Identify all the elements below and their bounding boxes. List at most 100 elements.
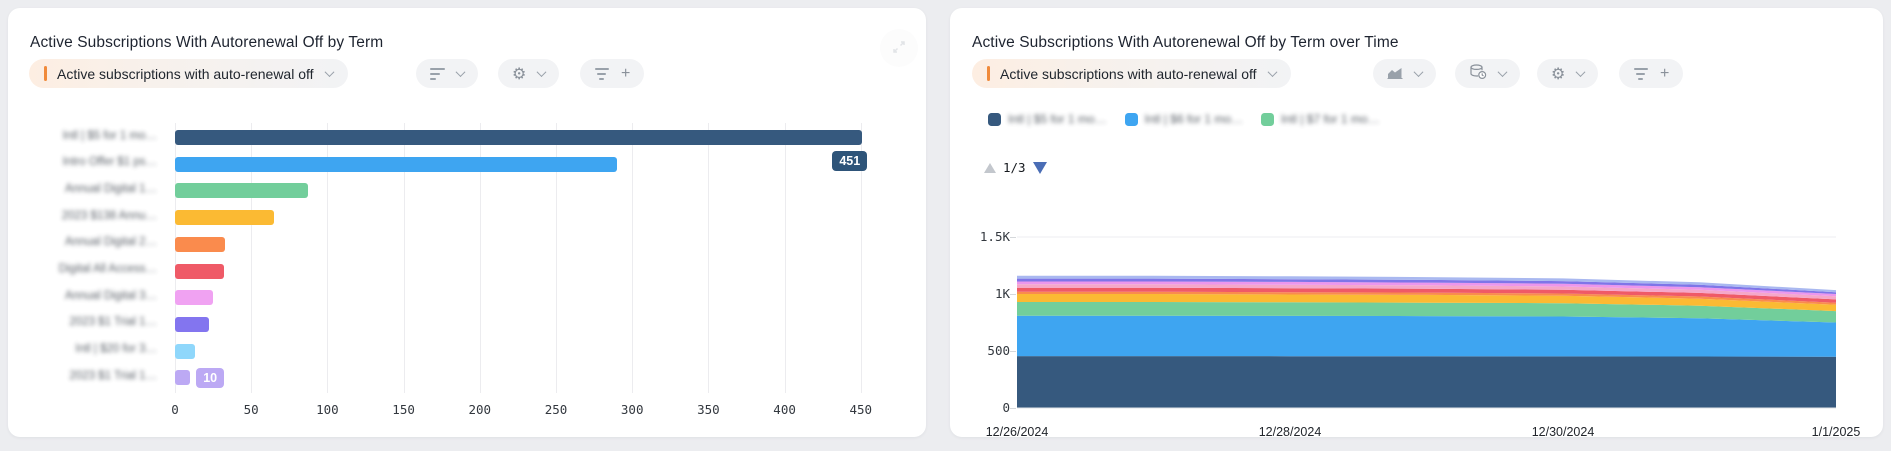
gridline bbox=[708, 123, 710, 393]
y-axis-tick bbox=[1010, 237, 1016, 238]
gridline bbox=[556, 123, 557, 393]
bar-category-label: 2023 $1 Trial 1… bbox=[69, 316, 157, 329]
panel-title: Active Subscriptions With Autorenewal Of… bbox=[972, 34, 1399, 51]
bar[interactable] bbox=[175, 183, 308, 199]
area-series[interactable] bbox=[1017, 315, 1836, 357]
x-axis-tick-label: 150 bbox=[392, 402, 415, 417]
bar[interactable] bbox=[175, 263, 224, 279]
gear-icon: ⚙ bbox=[1551, 63, 1566, 83]
sort-pill[interactable] bbox=[416, 59, 478, 88]
x-axis-tick-label: 50 bbox=[243, 402, 259, 417]
legend-item[interactable]: Intl | $5 for 1 mo… bbox=[988, 112, 1107, 126]
area-series[interactable] bbox=[1017, 356, 1836, 408]
area-chart: 0 500 1K 1.5K 12/26/2024 12/28/2024 12/30/2024… bbox=[950, 8, 1883, 439]
x-axis-tick-label: 250 bbox=[544, 402, 568, 417]
add-filter-plus: + bbox=[1660, 64, 1670, 82]
expand-button[interactable] bbox=[880, 29, 918, 67]
sort-lines-icon bbox=[430, 67, 445, 80]
bar-category-label: Intl | $20 for 3… bbox=[75, 343, 157, 356]
area-series[interactable] bbox=[1017, 302, 1836, 323]
bar[interactable] bbox=[175, 290, 214, 306]
area-series[interactable] bbox=[1017, 287, 1836, 303]
bar-category-label: Digital All Access… bbox=[58, 263, 157, 275]
filter-pill[interactable]: + bbox=[1619, 59, 1684, 88]
bar-chart: 0 50 100 150 200 250 300 350 400 450 Intl | $5 for… bbox=[8, 8, 926, 437]
gear-icon: ⚙ bbox=[512, 63, 527, 83]
bar[interactable] bbox=[175, 370, 191, 386]
legend-item[interactable]: Intl | $7 for 1 mo… bbox=[1261, 112, 1380, 126]
bar-category-label: Intro Offer $1 ps… bbox=[62, 156, 157, 169]
bar-category-label: Intl | $5 for 1 mo… bbox=[62, 129, 157, 142]
metric-accent-bar bbox=[44, 66, 47, 81]
legend-label: Intl | $7 for 1 mo… bbox=[1281, 112, 1380, 126]
chart-type-pill[interactable] bbox=[1373, 59, 1436, 88]
legend-swatch bbox=[988, 112, 1001, 126]
chart-legend: Intl | $5 for 1 mo… Intl | $6 for 1 mo… In… bbox=[988, 112, 1380, 126]
metric-filter-pill[interactable]: Active subscriptions with auto-renewal o… bbox=[972, 59, 1291, 88]
metric-filter-pill[interactable]: Active subscriptions with auto-renewal o… bbox=[29, 59, 348, 88]
settings-pill[interactable]: ⚙ bbox=[1537, 59, 1599, 88]
expand-arrows-icon bbox=[891, 39, 907, 58]
gridline bbox=[251, 123, 253, 393]
gridline bbox=[479, 123, 481, 393]
x-axis-tick-label: 0 bbox=[171, 402, 179, 417]
metric-pill-label: Active subscriptions with auto-renewal o… bbox=[57, 65, 314, 82]
bar[interactable] bbox=[175, 130, 863, 145]
y-axis-tick bbox=[1010, 408, 1016, 409]
bar-category-label: 2023 $1 Trial 1… bbox=[69, 369, 157, 382]
right-chart-panel: Active Subscriptions With Autorenewal Of… bbox=[950, 8, 1883, 439]
area-series[interactable] bbox=[1017, 284, 1836, 300]
y-axis-tick-label: 1K bbox=[994, 286, 1010, 301]
settings-pill[interactable]: ⚙ bbox=[498, 59, 560, 88]
panel-title: Active Subscriptions With Autorenewal Of… bbox=[30, 34, 384, 51]
bar[interactable] bbox=[175, 316, 209, 332]
legend-swatch bbox=[1261, 112, 1274, 126]
metric-pill-label: Active subscriptions with auto-renewal o… bbox=[1000, 65, 1257, 82]
x-axis-tick-label: 1/1/2025 bbox=[1811, 425, 1861, 439]
database-clock-icon bbox=[1469, 64, 1487, 83]
y-axis-tick bbox=[1010, 294, 1016, 295]
stacked-area-plot bbox=[1017, 236, 1836, 409]
metric-accent-bar bbox=[987, 66, 990, 81]
area-series[interactable] bbox=[1017, 278, 1836, 294]
filter-lines-icon bbox=[1633, 67, 1648, 80]
y-axis-tick-label: 1.5K bbox=[979, 229, 1010, 244]
legend-swatch bbox=[1124, 112, 1138, 126]
legend-pager: 1/3 bbox=[984, 160, 1047, 175]
x-axis-tick-label: 12/26/2024 bbox=[985, 425, 1049, 439]
gridline bbox=[632, 123, 634, 393]
y-axis-tick-label: 0 bbox=[1002, 400, 1010, 415]
area-series[interactable] bbox=[1017, 291, 1836, 305]
bar[interactable] bbox=[175, 210, 275, 226]
gridline bbox=[175, 123, 176, 393]
bar[interactable] bbox=[175, 343, 195, 359]
bar-value-badge: 451 bbox=[832, 150, 868, 171]
area-series[interactable] bbox=[1017, 281, 1836, 297]
legend-label: Intl | $5 for 1 mo… bbox=[1008, 112, 1107, 126]
filter-pill[interactable]: + bbox=[580, 59, 645, 88]
page-up-triangle-icon[interactable] bbox=[984, 162, 996, 173]
bar[interactable] bbox=[175, 156, 617, 172]
bar-category-label: Annual Digital 3… bbox=[64, 289, 157, 302]
x-axis-tick-label: 12/28/2024 bbox=[1258, 425, 1322, 439]
data-source-pill[interactable] bbox=[1455, 59, 1520, 88]
x-axis-tick-label: 12/30/2024 bbox=[1531, 425, 1595, 439]
bar-category-label: Annual Digital 1… bbox=[64, 182, 157, 195]
gridline bbox=[784, 123, 786, 393]
area-series[interactable] bbox=[1017, 294, 1836, 312]
gridline bbox=[403, 123, 405, 393]
bar-category-label: Annual Digital 2… bbox=[64, 236, 157, 249]
legend-item[interactable]: Intl | $6 for 1 mo… bbox=[1124, 112, 1243, 126]
area-chart-icon bbox=[1387, 66, 1403, 82]
x-axis-tick-label: 450 bbox=[849, 402, 873, 417]
y-axis-tick bbox=[1010, 351, 1016, 352]
x-axis-tick-label: 100 bbox=[316, 402, 339, 417]
bar[interactable] bbox=[175, 236, 226, 252]
filter-lines-icon bbox=[594, 67, 609, 80]
add-filter-plus: + bbox=[621, 64, 631, 82]
left-chart-panel: Active Subscriptions With Autorenewal Of… bbox=[8, 8, 926, 437]
x-axis-tick-label: 200 bbox=[468, 402, 492, 417]
page-down-triangle-icon[interactable] bbox=[1032, 161, 1047, 174]
bar-category-label: 2023 $138 Annu… bbox=[61, 209, 157, 222]
area-series[interactable] bbox=[1017, 275, 1836, 293]
